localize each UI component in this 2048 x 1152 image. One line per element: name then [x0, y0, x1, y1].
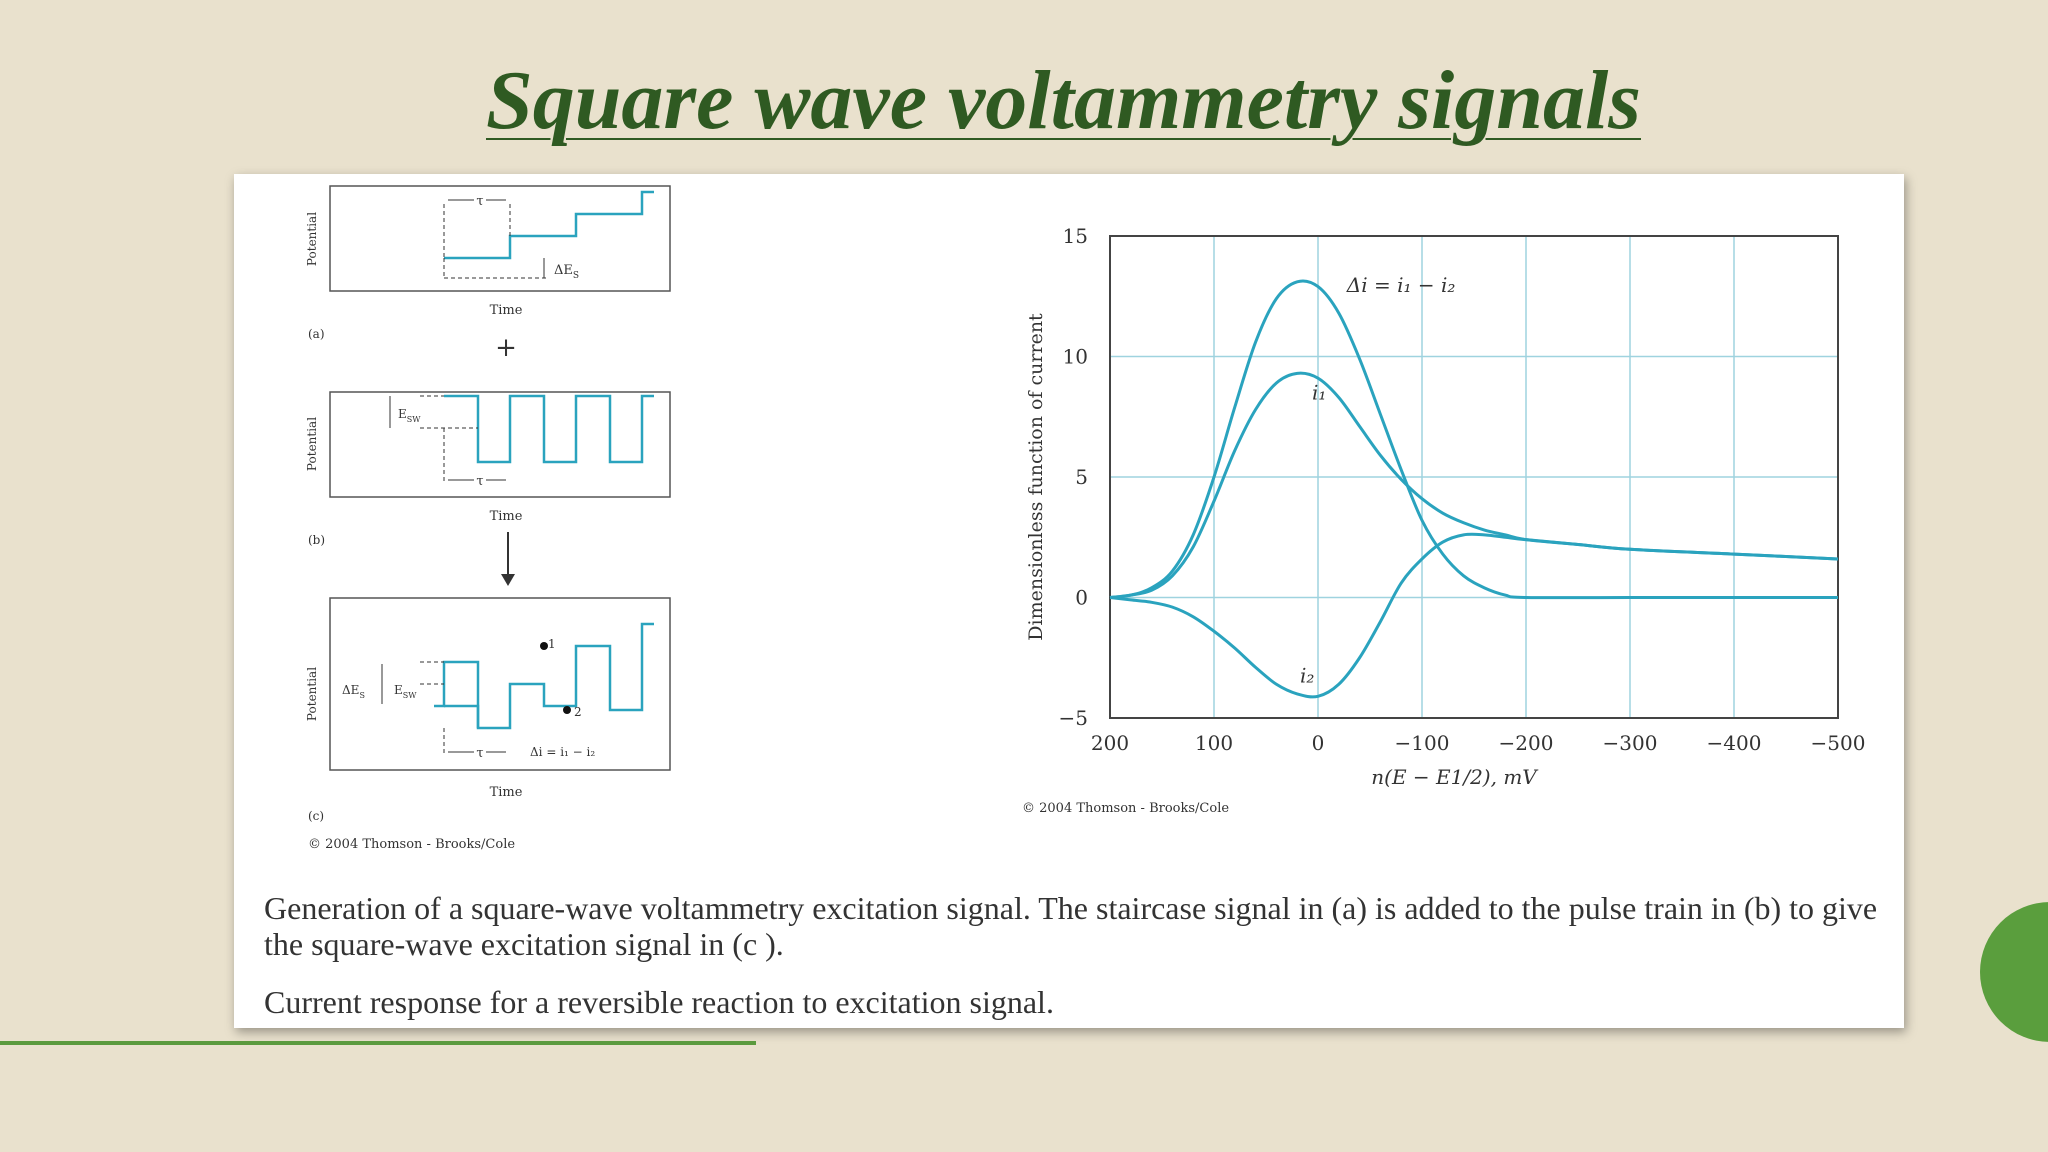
- diagram-c: Potential 1 2 ΔES ESW τ Δi = i₁ − i₂ Tim…: [305, 597, 671, 823]
- y-tick-label: 15: [1063, 224, 1088, 248]
- series-line-i2: [1109, 532, 1839, 699]
- chart-xlabel: n(E − E1/2), mV: [1371, 765, 1539, 789]
- x-tick-label: −500: [1811, 731, 1866, 755]
- y-tick-label: 10: [1063, 345, 1088, 369]
- label-b: (b): [308, 533, 325, 547]
- delta-es-label-a: ΔES: [554, 263, 579, 281]
- label-a: (a): [308, 327, 325, 341]
- label-c: (c): [308, 809, 324, 823]
- chart-ylabel: Dimensionless function of current: [1025, 313, 1047, 641]
- excitation-diagrams: Potential τ ΔES Time (a) + Potential ESW: [305, 185, 671, 852]
- tau-label-c: τ: [476, 746, 483, 761]
- slide-title: Square wave voltammetry signals: [486, 54, 1641, 147]
- tau-label-a: τ: [476, 194, 483, 209]
- series-label: i₂: [1300, 663, 1314, 687]
- decorative-circle: [1980, 902, 2048, 1042]
- y-tick-label: 0: [1075, 586, 1088, 610]
- point-1: 1: [548, 637, 556, 651]
- chart-ticks: 200 100 0 −100 −200 −300 −400 −500 15 10 5 0 −5: [1059, 224, 1866, 755]
- y-tick-label: 5: [1075, 465, 1088, 489]
- plot-frame: [1109, 235, 1839, 719]
- tau-label-b: τ: [476, 474, 483, 489]
- esw-label-c: ESW: [394, 683, 417, 700]
- x-tick-label: 0: [1312, 731, 1325, 755]
- series-line--i-i1-i2: [1109, 279, 1838, 600]
- caption-generation: Generation of a square-wave voltammetry …: [264, 890, 1878, 962]
- diagram-b-xlabel: Time: [490, 509, 523, 524]
- x-tick-label: 100: [1195, 731, 1233, 755]
- chart-copyright: © 2004 Thomson - Brooks/Cole: [1022, 801, 1229, 816]
- series-label: Δi = i₁ − i₂: [1346, 273, 1456, 297]
- chart-series: Δi = i₁ − i₂ i₁ i₂: [1109, 273, 1839, 699]
- esw-label-b: ESW: [398, 407, 421, 424]
- y-tick-label: −5: [1059, 706, 1088, 730]
- plus-sign: +: [495, 333, 517, 363]
- diagram-b: Potential ESW τ Time (b): [305, 391, 671, 547]
- chart-grid: [1109, 235, 1839, 719]
- caption-response: Current response for a reversible reacti…: [264, 984, 1054, 1020]
- series-line-i1: [1109, 371, 1839, 599]
- series-label: i₁: [1312, 380, 1326, 404]
- diagram-a-xlabel: Time: [490, 303, 523, 318]
- diagram-c-ylabel: Potential: [305, 667, 319, 721]
- x-tick-label: −200: [1499, 731, 1554, 755]
- figure-panel: Potential τ ΔES Time (a) + Potential ESW: [234, 174, 1904, 1028]
- diagram-copyright: © 2004 Thomson - Brooks/Cole: [308, 837, 515, 852]
- diagram-a: Potential τ ΔES Time (a): [305, 185, 671, 341]
- x-tick-label: 200: [1091, 731, 1129, 755]
- diagram-b-ylabel: Potential: [305, 417, 319, 471]
- point-2: 2: [574, 705, 582, 719]
- delta-es-label-c: ΔES: [342, 683, 365, 700]
- diagram-a-ylabel: Potential: [305, 212, 319, 266]
- x-tick-label: −300: [1603, 731, 1658, 755]
- diagram-c-xlabel: Time: [490, 785, 523, 800]
- x-tick-label: −100: [1395, 731, 1450, 755]
- delta-i-eq-c: Δi = i₁ − i₂: [530, 745, 595, 759]
- x-tick-label: −400: [1707, 731, 1762, 755]
- decorative-line: [0, 1041, 756, 1045]
